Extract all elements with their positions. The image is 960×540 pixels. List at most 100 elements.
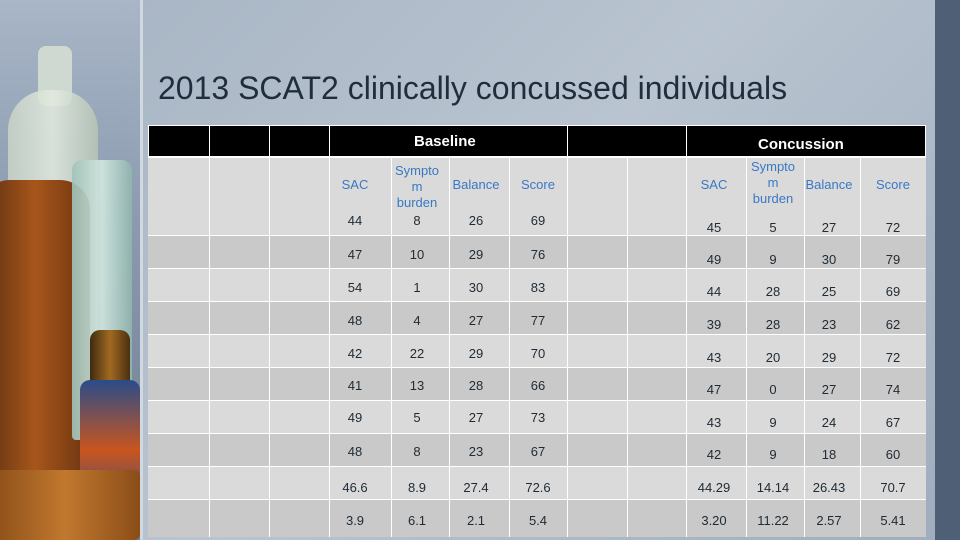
concussion-cell: 43 <box>706 350 722 365</box>
column-divider <box>860 157 861 537</box>
concussion-cell: 62 <box>885 317 901 332</box>
concussion-cell: 5.41 <box>880 513 906 528</box>
concussion-cell: 70.7 <box>880 480 906 495</box>
table-row <box>148 301 926 334</box>
concussion-cell: 24 <box>821 415 837 430</box>
concussion-cell: 14.14 <box>756 480 790 495</box>
concussion-cell: 45 <box>706 220 722 235</box>
table-row <box>148 499 926 537</box>
column-divider <box>209 157 210 537</box>
concussion-cell: 9 <box>769 415 777 430</box>
baseline-cell: 28 <box>468 378 484 393</box>
concussion-cell: 69 <box>885 284 901 299</box>
slide-divider <box>140 0 143 540</box>
baseline-cell: 42 <box>347 346 363 361</box>
concussion-cell: 3.20 <box>701 513 727 528</box>
concussion-cell: 60 <box>885 447 901 462</box>
baseline-cell: 23 <box>468 444 484 459</box>
header-cell <box>567 125 687 157</box>
concussion-cell: 47 <box>706 382 722 397</box>
concussion-group-label: Concussion <box>758 136 844 153</box>
slide-title: 2013 SCAT2 clinically concussed individu… <box>158 70 788 106</box>
baseline-cell: 22 <box>409 346 425 361</box>
concussion-cell: 5 <box>769 220 777 235</box>
concussion-cell: 28 <box>765 317 781 332</box>
baseline-cell: 4 <box>413 313 421 328</box>
baseline-cell: 66 <box>530 378 546 393</box>
table-row <box>148 157 926 235</box>
concussion-cell: 44 <box>706 284 722 299</box>
column-divider <box>746 157 747 537</box>
concussion-cell: 74 <box>885 382 901 397</box>
concussion-cell: 67 <box>885 415 901 430</box>
baseline-cell: 8 <box>413 444 421 459</box>
column-divider <box>509 157 510 537</box>
baseline-cell: 1 <box>413 280 421 295</box>
results-table: Baseline Concussion SAC Sympto m burden Ba… <box>148 125 926 537</box>
concussion-cell: 9 <box>769 252 777 267</box>
baseline-cell: 29 <box>468 346 484 361</box>
concussion-cell: 72 <box>885 220 901 235</box>
baseline-cell: 73 <box>530 410 546 425</box>
concussion-cell: 27 <box>821 220 837 235</box>
concussion-cell: 39 <box>706 317 722 332</box>
baseline-cell: 27 <box>468 410 484 425</box>
table-row <box>148 235 926 268</box>
concussion-cell: 49 <box>706 252 722 267</box>
baseline-cell: 41 <box>347 378 363 393</box>
baseline-cell: 46.6 <box>342 480 368 495</box>
baseline-cell: 27.4 <box>463 480 489 495</box>
concussion-cell: 25 <box>821 284 837 299</box>
concussion-cell: 18 <box>821 447 837 462</box>
concussion-cell: 9 <box>769 447 777 462</box>
header-cell <box>148 125 210 157</box>
baseline-cell: 67 <box>530 444 546 459</box>
table-row <box>148 268 926 301</box>
concussion-cell: 11.22 <box>757 513 789 528</box>
concussion-cell: 29 <box>821 350 837 365</box>
baseline-cell: 72.6 <box>525 480 551 495</box>
baseline-cell: 69 <box>530 213 546 228</box>
concussion-cell: 27 <box>821 382 837 397</box>
concussion-cell: 28 <box>765 284 781 299</box>
baseline-cell: 5.4 <box>528 513 548 528</box>
baseline-cell: 2.1 <box>466 513 486 528</box>
concussion-cell: 79 <box>885 252 901 267</box>
baseline-cell: 48 <box>347 444 363 459</box>
concussion-cell: 43 <box>706 415 722 430</box>
baseline-group-label: Baseline <box>414 133 476 150</box>
concussion-cell: 20 <box>765 350 781 365</box>
baseline-cell: 30 <box>468 280 484 295</box>
column-divider <box>391 157 392 537</box>
table-row <box>148 433 926 466</box>
baseline-cell: 3.9 <box>345 513 365 528</box>
column-divider <box>449 157 450 537</box>
baseline-cell: 54 <box>347 280 363 295</box>
concussion-cell: 44.29 <box>697 480 731 495</box>
concussion-cell: 26.43 <box>812 480 846 495</box>
brown-jar-shape <box>0 470 140 540</box>
table-row <box>148 466 926 499</box>
concussion-column-header: Score <box>876 177 910 192</box>
baseline-cell: 83 <box>530 280 546 295</box>
column-divider <box>804 157 805 537</box>
column-divider <box>329 157 330 537</box>
concussion-column-header: Balance <box>805 177 853 192</box>
baseline-cell: 48 <box>347 313 363 328</box>
header-cell <box>209 125 270 157</box>
baseline-cell: 47 <box>347 247 363 262</box>
baseline-cell: 13 <box>409 378 425 393</box>
baseline-cell: 70 <box>530 346 546 361</box>
concussion-cell: 30 <box>821 252 837 267</box>
baseline-column-header: SAC <box>341 177 369 192</box>
baseline-cell: 6.1 <box>407 513 427 528</box>
column-divider <box>686 157 687 537</box>
concussion-cell: 72 <box>885 350 901 365</box>
baseline-column-header: Sympto m burden <box>394 163 440 210</box>
baseline-cell: 5 <box>413 410 421 425</box>
baseline-cell: 8 <box>413 213 421 228</box>
concussion-cell: 0 <box>769 382 777 397</box>
baseline-cell: 10 <box>409 247 425 262</box>
baseline-cell: 76 <box>530 247 546 262</box>
table-body <box>148 157 926 537</box>
